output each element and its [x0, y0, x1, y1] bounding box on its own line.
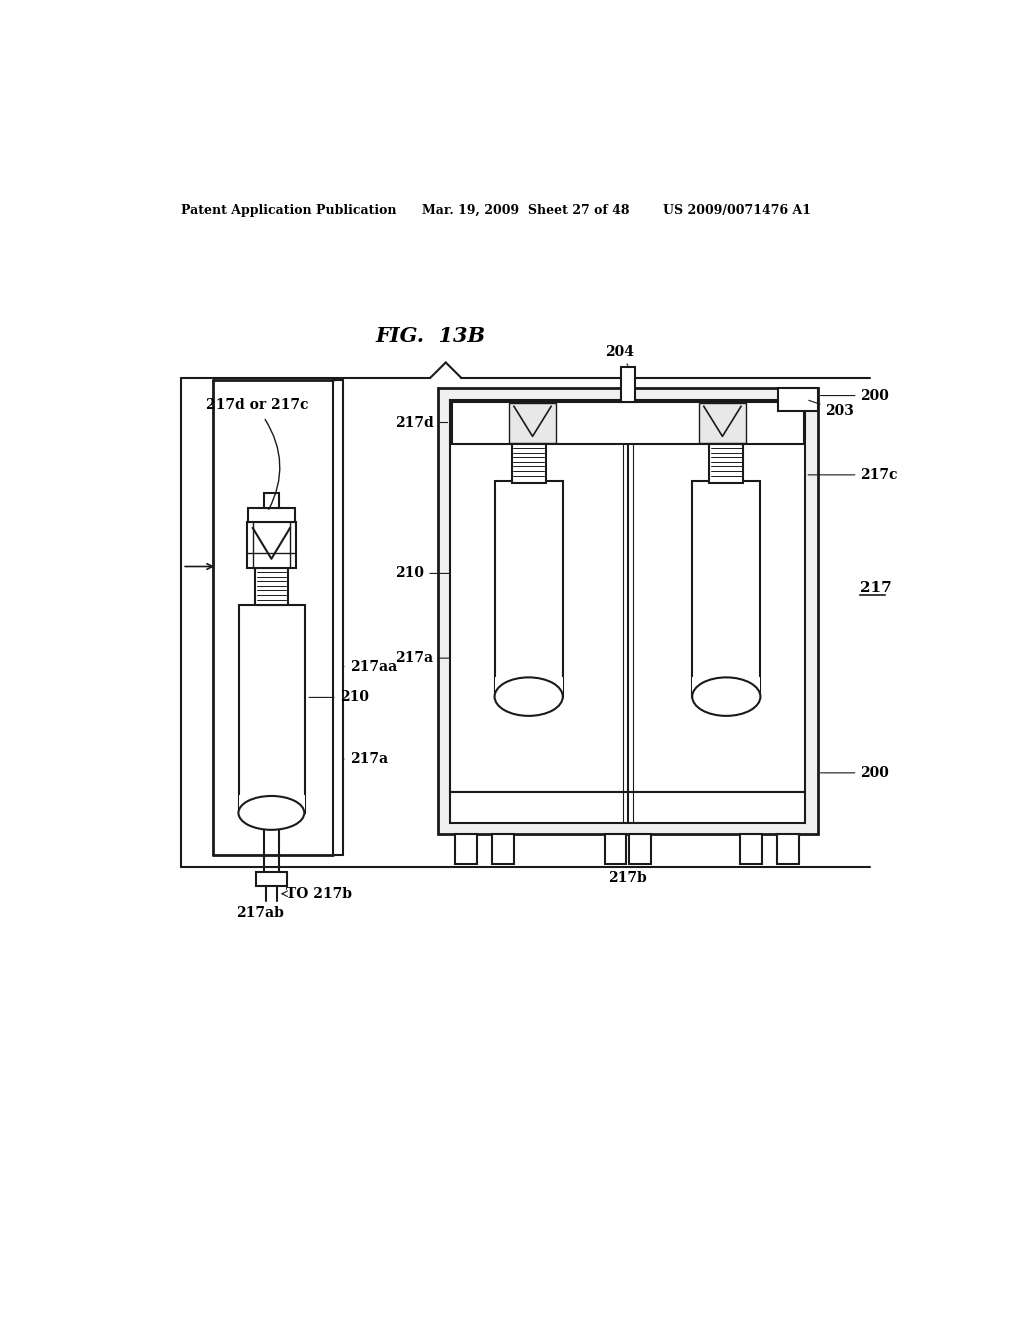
Bar: [692, 480, 761, 697]
Text: TO 217b: TO 217b: [282, 887, 352, 900]
Text: 217c: 217c: [808, 467, 898, 482]
Bar: [495, 480, 563, 697]
Bar: [740, 834, 762, 863]
Text: 217d: 217d: [395, 416, 447, 429]
Ellipse shape: [239, 796, 304, 830]
Bar: [263, 492, 280, 508]
Bar: [621, 367, 635, 401]
Bar: [248, 508, 295, 521]
Text: 210: 210: [395, 566, 450, 581]
Bar: [692, 677, 761, 697]
Bar: [710, 444, 743, 483]
Text: 200: 200: [820, 766, 889, 780]
Text: Patent Application Publication: Patent Application Publication: [180, 205, 396, 218]
Bar: [495, 677, 563, 697]
Text: FIG.  13B: FIG. 13B: [375, 326, 485, 346]
Bar: [493, 834, 514, 863]
Text: 204: 204: [605, 345, 635, 366]
Ellipse shape: [495, 677, 563, 715]
Bar: [239, 795, 305, 813]
Text: Mar. 19, 2009  Sheet 27 of 48: Mar. 19, 2009 Sheet 27 of 48: [423, 205, 630, 218]
Bar: [451, 400, 805, 792]
Bar: [778, 388, 818, 411]
Bar: [438, 388, 818, 834]
Text: 217d or 217c: 217d or 217c: [206, 397, 308, 412]
Bar: [630, 834, 651, 863]
Bar: [255, 568, 288, 605]
Text: 217ab: 217ab: [236, 906, 284, 920]
Text: 217: 217: [860, 581, 892, 595]
Bar: [247, 521, 296, 568]
Bar: [512, 444, 546, 483]
Text: 210: 210: [309, 690, 369, 705]
Text: 200: 200: [820, 388, 889, 403]
Bar: [604, 834, 627, 863]
Bar: [509, 404, 556, 442]
Text: 217b: 217b: [608, 871, 647, 884]
Bar: [451, 792, 805, 822]
Text: US 2009/0071476 A1: US 2009/0071476 A1: [663, 205, 811, 218]
Ellipse shape: [692, 677, 761, 715]
Text: 217a: 217a: [343, 752, 388, 766]
Text: 217a: 217a: [395, 651, 450, 665]
Bar: [699, 404, 745, 442]
Text: 217aa: 217aa: [343, 660, 397, 673]
Bar: [239, 605, 305, 813]
Bar: [455, 834, 477, 863]
Text: 203: 203: [809, 400, 854, 418]
Bar: [256, 873, 287, 886]
Bar: [777, 834, 799, 863]
Bar: [452, 401, 804, 444]
